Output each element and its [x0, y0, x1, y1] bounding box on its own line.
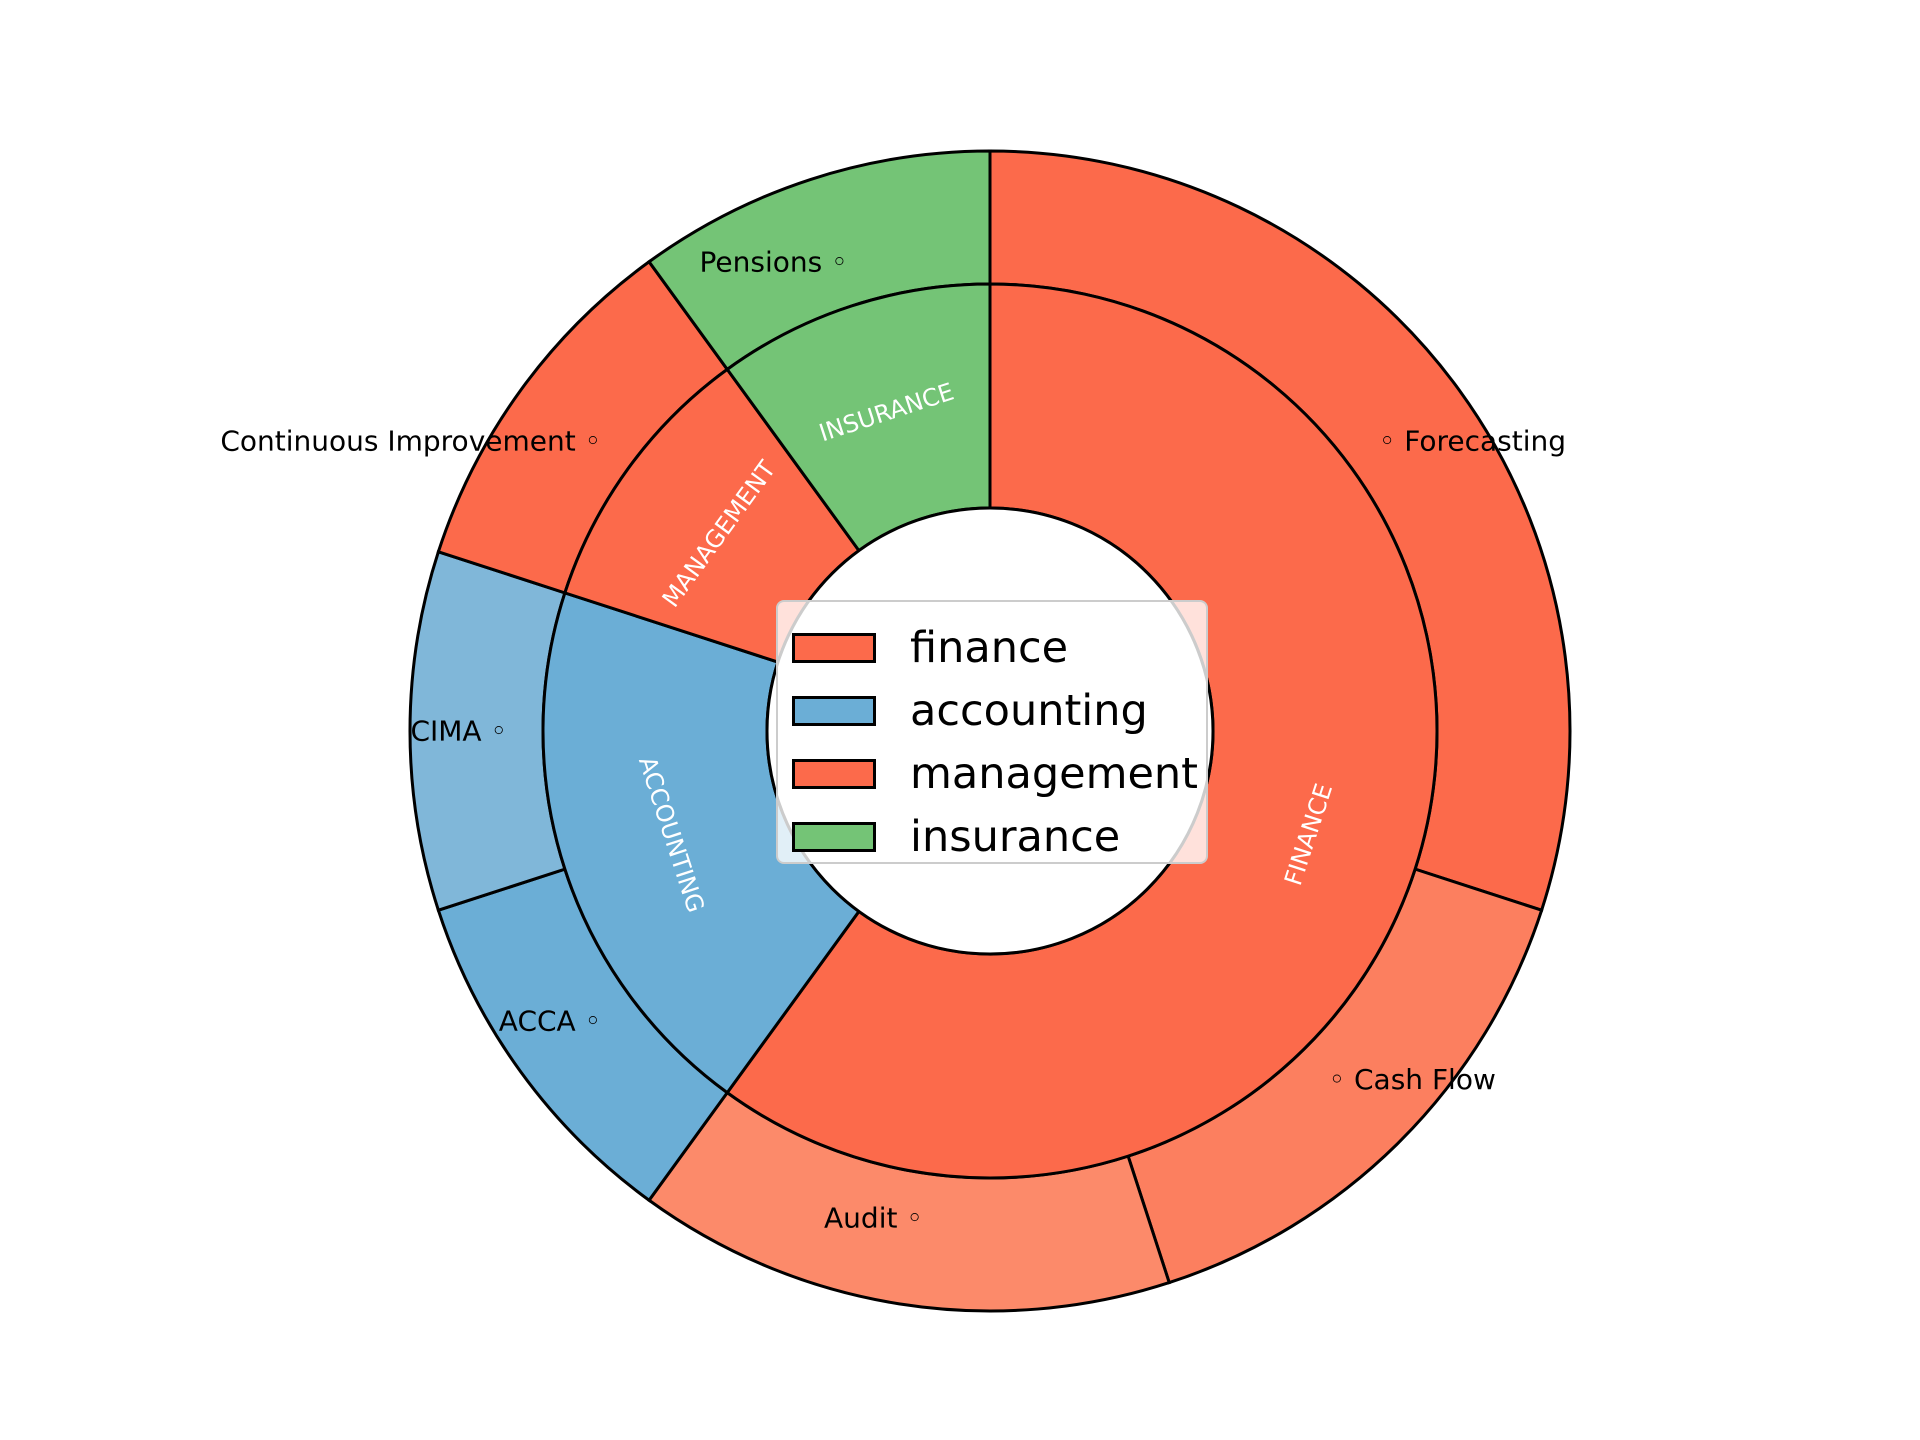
legend-label: accounting: [910, 685, 1148, 736]
legend-swatch: [792, 758, 876, 789]
inner-ring: [541, 282, 1439, 1180]
legend-item-insurance: insurance: [792, 805, 1206, 868]
outer-label-acca: ACCA ◦: [499, 1004, 601, 1037]
outer-ring: [408, 149, 1572, 1313]
outer-ring-labels: ◦ Forecasting ◦ Cash Flow Audit ◦ ACCA ◦ CIM…: [220, 246, 1566, 1235]
legend-label: management: [910, 748, 1199, 799]
legend-swatch: [792, 695, 876, 726]
legend-swatch: [792, 632, 876, 663]
legend-label: finance: [910, 622, 1069, 673]
legend-item-finance: finance: [792, 616, 1206, 679]
legend-label: insurance: [910, 811, 1121, 862]
outer-label-pensions: Pensions ◦: [700, 246, 848, 279]
outer-label-forecasting: ◦ Forecasting: [1379, 425, 1566, 458]
outer-label-cash-flow: ◦ Cash Flow: [1329, 1063, 1496, 1096]
outer-label-cima: CIMA ◦: [410, 715, 507, 748]
legend: finance accounting management insurance: [776, 600, 1208, 864]
legend-swatch: [792, 821, 876, 852]
legend-item-accounting: accounting: [792, 679, 1206, 742]
legend-item-management: management: [792, 742, 1206, 805]
outer-label-audit: Audit ◦: [824, 1201, 923, 1234]
outer-label-continuous-improvement: Continuous Improvement ◦: [220, 425, 601, 458]
